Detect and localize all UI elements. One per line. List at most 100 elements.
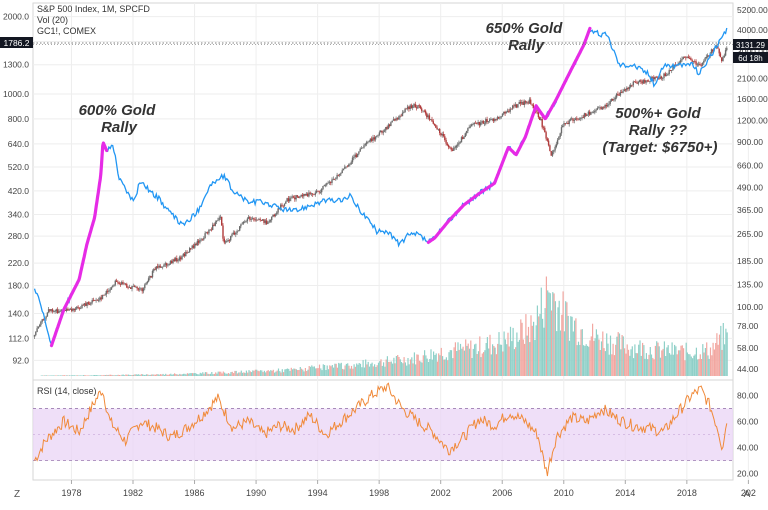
volume-bar [709,347,712,376]
spx-candle-body [553,150,555,152]
volume-bar [521,322,523,376]
legend-symbol[interactable]: S&P 500 Index, 1M, SPCFD [37,4,150,14]
spx-candle-body [133,286,136,287]
volume-bar [538,316,540,376]
legend-gold[interactable]: GC1!, COMEX [37,26,97,36]
volume-bar [270,370,272,376]
spx-candle-body [355,154,357,158]
volume-bar [66,375,68,376]
spx-candle-body [395,118,397,121]
spx-candle-body [190,248,192,249]
volume-bar [397,355,399,376]
volume-bar [298,370,300,376]
spx-candle-body [236,230,238,233]
spx-candle-body [699,63,701,66]
right-tick-label: 4000.00 [737,25,768,35]
volume-bar [226,373,228,376]
left-tick-label: 640.0 [8,139,30,149]
left-tick-label: 420.0 [8,186,30,196]
spx-candle-body [473,123,475,125]
spx-candle-body [144,284,146,289]
spx-candle-body [39,325,41,327]
volume-bar [222,371,224,376]
spx-candle-body [151,271,154,278]
spx-candle-body [149,276,151,279]
volume-bar [553,293,555,376]
spx-candle-body [281,204,283,206]
volume-bar [258,371,260,376]
volume-bar [647,359,649,376]
rally2-line2: Rally [508,37,545,54]
volume-bar [56,375,58,376]
volume-bar [115,375,117,376]
left-tick-label: 220.0 [8,258,30,268]
right-tick-label: 44.00 [737,364,759,374]
auto-scale-toggle[interactable]: A [744,489,751,500]
spx-candle-body [76,306,78,309]
spx-candle-body [197,240,200,243]
spx-candle-body [490,119,492,121]
spx-candle-body [614,97,616,100]
volume-bar [183,373,185,376]
spx-candle-body [159,265,161,268]
spx-candle-body [721,57,723,61]
spx-candle-body [682,57,684,59]
spx-candle-body [154,269,156,270]
volume-bar [694,354,696,376]
spx-candle-body [604,105,606,108]
volume-bar [670,354,672,376]
volume-bar [429,359,431,376]
spx-candle-body [436,127,438,130]
spx-candle-body [487,121,490,122]
volume-bar [448,352,450,376]
volume-bar [336,367,338,376]
volume-bar [48,375,50,376]
spx-candle-body [55,309,57,312]
volume-bar [665,356,667,376]
spx-candle-body [401,112,404,117]
volume-bar [515,347,517,376]
volume-bar [357,364,359,376]
spx-candle-body [708,55,710,57]
volume-bar [303,371,305,376]
volume-bar [362,360,364,376]
right-tick-label: 1200.00 [737,115,768,125]
spx-candle-body [155,266,157,270]
volume-bar [131,375,133,376]
spx-candle-body [415,107,418,109]
volume-bar [138,374,140,376]
spx-candle-body [72,308,74,311]
spx-candle-body [351,157,354,163]
volume-bar [663,341,665,376]
legend-volume[interactable]: Vol (20) [37,15,69,25]
spx-candle-body [489,119,491,122]
volume-bar [184,373,186,376]
volume-bar [520,319,522,376]
volume-bar [135,374,137,376]
volume-bar [188,373,190,376]
rsi-label[interactable]: RSI (14, close) [37,386,97,396]
spx-candle-body [250,219,252,220]
volume-bar [220,371,222,376]
spx-candle-body [339,174,341,176]
spx-candle-body [226,241,228,242]
volume-bar [567,315,569,376]
volume-bar [580,329,582,376]
x-tick-label: 1998 [369,488,389,498]
spx-candle-body [99,297,101,301]
volume-bar [640,355,642,376]
spx-candle-body [150,276,152,278]
spx-candle-body [303,194,305,197]
spx-candle-body [317,190,319,192]
volume-bar [268,371,271,376]
zoom-toggle[interactable]: Z [14,489,20,500]
volume-bar [195,373,197,376]
volume-bar [489,334,491,376]
spx-candle-body [287,198,290,202]
spx-candle-body [662,78,664,79]
spx-candle-body [68,309,70,311]
volume-bar [253,370,255,376]
volume-bar [290,367,292,376]
spx-candle-body [135,286,137,288]
spx-candle-body [639,80,641,82]
